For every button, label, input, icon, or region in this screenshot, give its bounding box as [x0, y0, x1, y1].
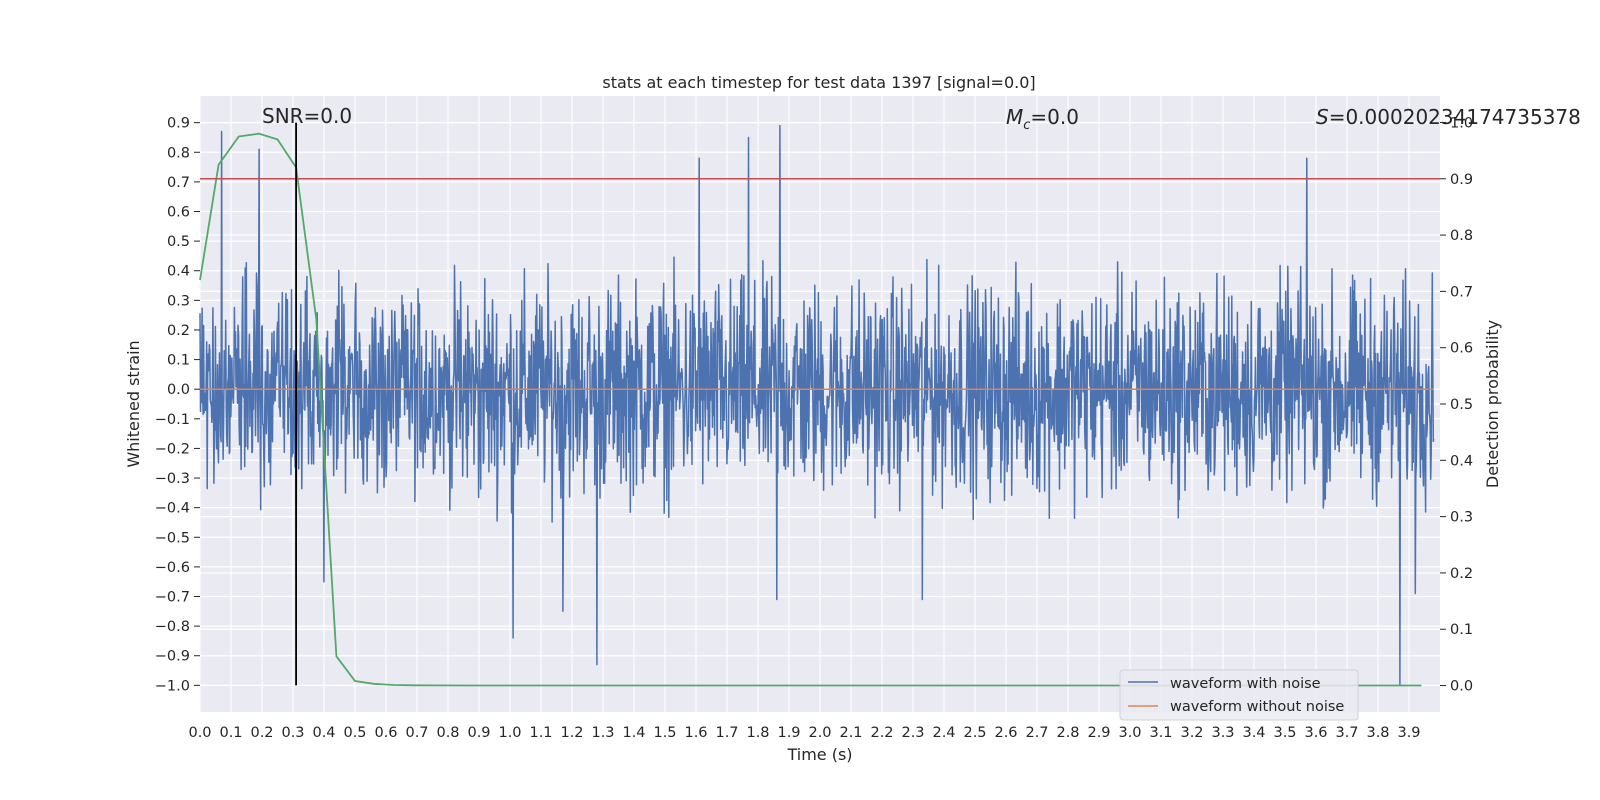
waveform-with-noise-line [199, 124, 1435, 687]
x-axis-label: Time (s) [786, 745, 852, 764]
x-tick-label: 2.4 [932, 725, 955, 741]
x-tick-label: 1.5 [653, 725, 676, 741]
x-tick-label: 3.8 [1366, 725, 1389, 741]
x-tick-label: 0.5 [343, 725, 366, 741]
annotation-mc-symbol: M [1006, 105, 1023, 129]
y-axis-label: Whitened strain [124, 340, 143, 467]
x-tick-label: 0.9 [467, 725, 490, 741]
x-tick-label: 2.5 [963, 725, 986, 741]
grid-horizontal-left [200, 122, 1440, 686]
annotation-mc-subscript: c [1023, 118, 1030, 133]
legend-label-clean: waveform without noise [1170, 699, 1344, 715]
x-tick-label: 3.7 [1335, 725, 1358, 741]
x-tick-label: 1.0 [498, 725, 521, 741]
x-tick-label: 3.4 [1242, 725, 1265, 741]
x-tick-label: 2.9 [1087, 725, 1110, 741]
y-tick-label: 0.5 [167, 234, 190, 250]
y2-tick-label: 0.9 [1450, 172, 1473, 188]
x-tick-label: 3.9 [1397, 725, 1420, 741]
x-tick-label: 3.3 [1211, 725, 1234, 741]
x-tick-label: 3.5 [1273, 725, 1296, 741]
y-tick-label: −0.5 [155, 530, 190, 546]
x-tick-labels: 0.0 0.1 0.2 0.3 0.4 0.5 0.6 0.7 0.8 0.9 1.0 1.1 1.2 1… [188, 725, 1420, 741]
annotation-s-value: =0.00020234174735378 [1329, 105, 1581, 129]
x-tick-label: 1.7 [715, 725, 738, 741]
x-tick-label: 1.2 [560, 725, 583, 741]
y2-tick-label: 1.0 [1450, 115, 1473, 131]
x-tick-label: 0.2 [250, 725, 273, 741]
y-tick-label: −0.2 [155, 441, 190, 457]
series-waveform-with-noise [199, 124, 1435, 687]
annotation-s-symbol: S [1316, 105, 1329, 129]
y2-tick-labels: 1.0 0.9 0.8 0.7 0.6 0.5 0.4 0.3 0.2 0.1 0.0 [1440, 115, 1473, 695]
x-tick-label: 2.8 [1056, 725, 1079, 741]
x-tick-label: 0.7 [405, 725, 428, 741]
y-tick-label: 0.4 [167, 264, 190, 280]
x-tick-label: 2.0 [808, 725, 831, 741]
x-tick-label: 2.2 [870, 725, 893, 741]
y-tick-label: 0.8 [167, 145, 190, 161]
y2-tick-label: 0.4 [1450, 453, 1473, 469]
x-tick-label: 1.9 [777, 725, 800, 741]
x-tick-label: 2.3 [901, 725, 924, 741]
x-tick-label: 0.6 [374, 725, 397, 741]
annotation-mc-value: =0.0 [1030, 105, 1079, 129]
annotation-snr: SNR=0.0 [262, 104, 352, 128]
detection-probability-line [199, 132, 1422, 687]
annotation-mc: Mc=0.0 [1006, 105, 1079, 133]
y2-tick-label: 0.8 [1450, 228, 1473, 244]
x-tick-label: 3.6 [1304, 725, 1327, 741]
y-tick-label: 0.9 [167, 116, 190, 132]
y2-tick-label: 0.3 [1450, 510, 1473, 526]
x-tick-label: 1.8 [746, 725, 769, 741]
y2-tick-label: 0.1 [1450, 622, 1473, 638]
y2-tick-label: 0.0 [1450, 679, 1473, 695]
y-tick-label: −0.8 [155, 619, 190, 635]
x-tick-label: 3.1 [1149, 725, 1172, 741]
x-tick-label: 3.2 [1180, 725, 1203, 741]
x-tick-label: 0.4 [312, 725, 335, 741]
y-tick-label: 0.0 [167, 382, 190, 398]
legend-label-noise: waveform with noise [1170, 676, 1321, 692]
x-tick-label: 0.1 [219, 725, 242, 741]
x-tick-label: 1.4 [622, 725, 645, 741]
y-tick-label: 0.3 [167, 293, 190, 309]
y-tick-labels: 0.9 0.8 0.7 0.6 0.5 0.4 0.3 0.2 0.1 0.0 −0.1 −0.2 −0… [155, 116, 200, 694]
x-tick-label: 2.6 [994, 725, 1017, 741]
y2-tick-label: 0.6 [1450, 341, 1473, 357]
y2-axis-label: Detection probability [1483, 320, 1502, 488]
y-tick-label: −1.0 [155, 678, 190, 694]
y-tick-label: −0.6 [155, 560, 190, 576]
y2-tick-label: 0.2 [1450, 566, 1473, 582]
y-tick-label: 0.1 [167, 353, 190, 369]
legend-box [1119, 669, 1359, 721]
x-tick-label: 1.3 [591, 725, 614, 741]
y-tick-label: 0.2 [167, 323, 190, 339]
x-tick-label: 0.0 [188, 725, 211, 741]
y-tick-label: −0.9 [155, 649, 190, 665]
y2-tick-label: 0.5 [1450, 397, 1473, 413]
x-tick-label: 0.3 [281, 725, 304, 741]
chart-title: stats at each timestep for test data 139… [602, 73, 1035, 92]
x-tick-label: 2.1 [839, 725, 862, 741]
annotation-s: S=0.00020234174735378 [1316, 105, 1581, 129]
legend: waveform with noise waveform without noi… [1119, 669, 1359, 721]
y2-tick-label: 0.7 [1450, 284, 1473, 300]
y-tick-label: −0.1 [155, 412, 190, 428]
x-tick-label: 2.7 [1025, 725, 1048, 741]
y-tick-label: −0.4 [155, 501, 190, 517]
x-tick-label: 1.6 [684, 725, 707, 741]
y-tick-label: 0.7 [167, 175, 190, 191]
y-tick-label: −0.3 [155, 471, 190, 487]
series-detection-probability [199, 132, 1422, 687]
x-tick-label: 3.0 [1118, 725, 1141, 741]
y-tick-label: 0.6 [167, 205, 190, 221]
y-tick-label: −0.7 [155, 590, 190, 606]
x-tick-label: 0.8 [436, 725, 459, 741]
x-tick-label: 1.1 [529, 725, 552, 741]
